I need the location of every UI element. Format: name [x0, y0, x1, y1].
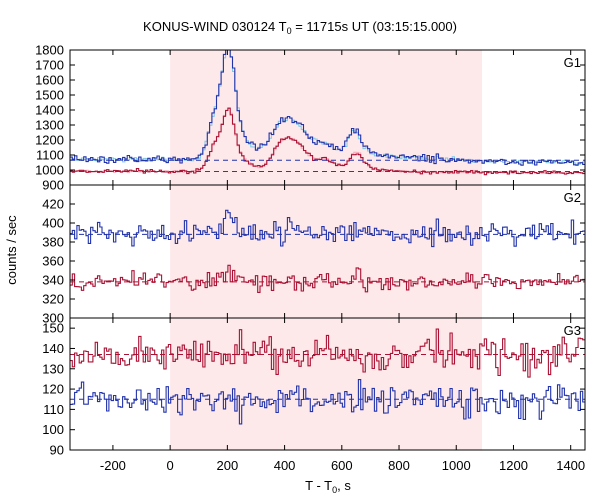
chart-title-main: KONUS-WIND 030124 T: [143, 19, 287, 34]
x-axis-label-rest: , s: [337, 478, 351, 493]
chart-title-subscript: 0: [287, 26, 292, 36]
y-tick-label: 420: [42, 197, 64, 212]
y-tick-label: 340: [42, 273, 64, 288]
y-tick-label: 1700: [35, 58, 64, 73]
panel-series-group: [70, 50, 585, 176]
x-tick-label: 400: [274, 458, 296, 473]
y-tick-label: 1400: [35, 103, 64, 118]
x-tick-label: 1000: [442, 458, 471, 473]
series-red-g3: [70, 328, 585, 378]
y-tick-label: 100: [42, 422, 64, 437]
y-tick-label: 1800: [35, 43, 64, 58]
panel-label-g2: G2: [564, 190, 581, 205]
x-tick-label: 200: [217, 458, 239, 473]
panel-label-g3: G3: [564, 323, 581, 338]
y-tick-label: 300: [42, 311, 64, 326]
x-axis-label-main: T - T: [305, 478, 332, 493]
y-tick-label: 900: [42, 178, 64, 193]
panel-label-g1: G1: [564, 55, 581, 70]
x-axis-label-subscript: 0: [332, 485, 337, 495]
y-tick-label: 1200: [35, 133, 64, 148]
series-blue-g3: [70, 379, 585, 425]
y-tick-label: 400: [42, 216, 64, 231]
y-tick-label: 1000: [35, 163, 64, 178]
panel-g2: 300 320 340 360 380 400 420 G2: [42, 184, 586, 326]
panel-frame: [69, 317, 586, 451]
series-blue-g1: [70, 50, 585, 166]
y-tick-label: 360: [42, 254, 64, 269]
x-axis-label: T - T0, s: [305, 478, 351, 495]
x-tick-label: -200: [100, 458, 126, 473]
y-tick-label: 130: [42, 361, 64, 376]
y-tick-label: 1100: [36, 148, 64, 163]
y-tick-label: 320: [42, 292, 64, 307]
x-tick-label: 600: [331, 458, 353, 473]
y-tick-label: 150: [42, 321, 64, 336]
y-tick-label: 380: [42, 235, 64, 250]
y-tick-label: 120: [42, 382, 64, 397]
y-axis-label: counts / sec: [4, 215, 19, 285]
x-tick-label: 1400: [556, 458, 585, 473]
y-tick-label: 1600: [35, 73, 64, 88]
series-red-g1: [70, 107, 585, 176]
y-tick-label: 1500: [35, 88, 64, 103]
y-tick-label: 90: [50, 443, 64, 458]
panel-series-group: [70, 209, 585, 293]
highlight-interval: [170, 185, 482, 318]
panel-g3: 90 100 110 120 130 140 150 G3: [42, 317, 586, 458]
panels-layer: 900100011001200130014001500160017001800G…: [35, 43, 586, 473]
highlight-interval: [170, 50, 482, 185]
y-tick-label: 110: [43, 402, 64, 417]
series-red-g2: [70, 264, 585, 293]
y-tick-label: 140: [42, 341, 64, 356]
chart-title-rest: = 11715s UT (03:15:15.000): [292, 19, 457, 34]
series-blue-g2: [70, 209, 585, 248]
panel-series-group: [70, 328, 585, 425]
x-tick-label: 800: [388, 458, 410, 473]
x-tick-label: 0: [167, 458, 174, 473]
y-tick-label: 1300: [35, 118, 64, 133]
chart-title: KONUS-WIND 030124 T0 = 11715s UT (03:15:…: [143, 19, 457, 36]
x-tick-label: 1200: [499, 458, 528, 473]
